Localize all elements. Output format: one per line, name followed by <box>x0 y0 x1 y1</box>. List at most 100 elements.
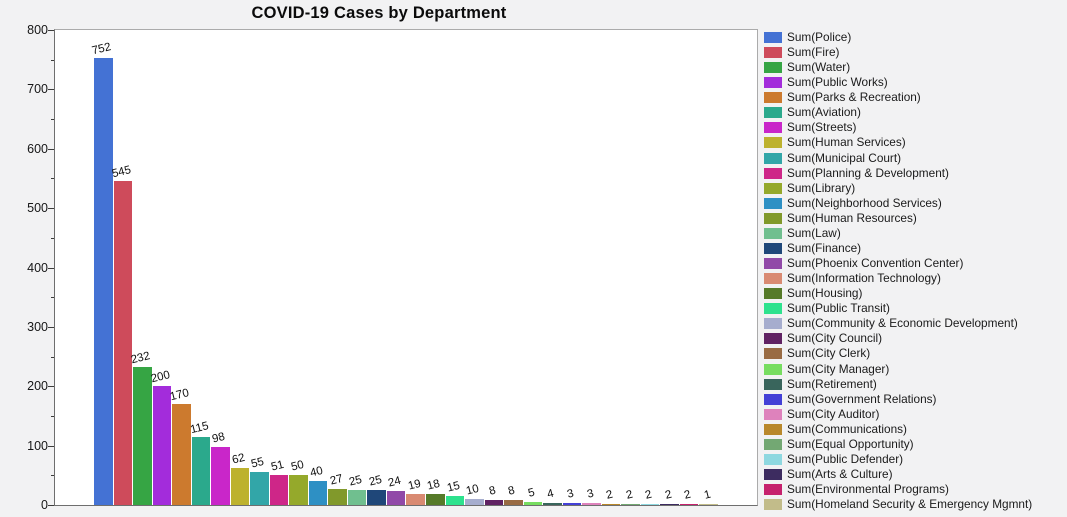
legend-swatch <box>764 62 782 73</box>
legend-label: Sum(Law) <box>787 226 841 240</box>
y-axis-minor-tick <box>51 356 54 358</box>
legend-swatch <box>764 499 782 510</box>
legend-label: Sum(Neighborhood Services) <box>787 196 942 210</box>
bar-arts-culture[interactable] <box>660 504 679 505</box>
y-axis-minor-tick <box>51 119 54 121</box>
bar-water[interactable] <box>133 367 152 505</box>
bar-value-label: 170 <box>169 387 191 404</box>
legend-label: Sum(Fire) <box>787 45 840 59</box>
bar-city-manager[interactable] <box>523 502 543 505</box>
legend-swatch <box>764 469 782 480</box>
legend-label: Sum(Environmental Programs) <box>787 482 949 496</box>
bar-community-economic-development[interactable] <box>465 499 484 505</box>
legend-label: Sum(Information Technology) <box>787 271 941 285</box>
bar-value-label: 1 <box>702 488 712 502</box>
bar-fire[interactable] <box>113 181 133 505</box>
legend-swatch <box>764 439 782 450</box>
bar-phoenix-convention-center[interactable] <box>386 491 406 505</box>
legend-label: Sum(Planning & Development) <box>787 166 949 180</box>
bar-human-resources[interactable] <box>328 489 347 505</box>
legend-label: Sum(Phoenix Convention Center) <box>787 256 964 270</box>
y-axis-major-tick <box>48 326 54 328</box>
bar-police[interactable] <box>94 58 113 505</box>
bar-housing[interactable] <box>426 494 445 505</box>
legend-label: Sum(Public Works) <box>787 75 888 89</box>
legend-label: Sum(Retirement) <box>787 377 877 391</box>
bar-city-clerk[interactable] <box>504 500 523 505</box>
bar-value-label: 3 <box>585 487 595 501</box>
bar-planning-development[interactable] <box>269 475 289 505</box>
bar-human-services[interactable] <box>230 468 250 505</box>
legend-label: Sum(City Council) <box>787 331 883 345</box>
y-axis-major-tick <box>48 386 54 388</box>
legend-label: Sum(Equal Opportunity) <box>787 437 914 451</box>
bar-value-label: 2 <box>644 488 654 502</box>
legend-swatch <box>764 333 782 344</box>
legend-swatch <box>764 424 782 435</box>
bar-value-label: 10 <box>465 482 481 498</box>
bar-value-label: 200 <box>149 369 172 386</box>
bar-streets[interactable] <box>211 447 230 505</box>
bar-public-works[interactable] <box>152 386 172 505</box>
bar-retirement[interactable] <box>543 503 562 505</box>
bar-government-relations[interactable] <box>562 503 582 505</box>
legend-swatch <box>764 394 782 405</box>
legend-swatch <box>764 198 782 209</box>
bar-value-label: 115 <box>189 420 210 437</box>
bar-value-label: 50 <box>289 458 305 474</box>
legend-label: Sum(Housing) <box>787 286 863 300</box>
legend-label: Sum(City Clerk) <box>787 346 871 360</box>
bar-value-label: 19 <box>406 477 422 493</box>
bar-value-label: 2 <box>624 488 634 502</box>
bar-library[interactable] <box>289 475 308 505</box>
bar-law[interactable] <box>347 490 367 505</box>
bar-value-label: 3 <box>565 487 576 501</box>
bar-value-label: 2 <box>683 488 693 502</box>
legend-label: Sum(Community & Economic Development) <box>787 316 1018 330</box>
legend-label: Sum(Water) <box>787 60 851 74</box>
y-axis-minor-tick <box>51 297 54 299</box>
y-axis-tick-label: 200 <box>27 379 48 394</box>
bar-public-transit[interactable] <box>445 496 465 505</box>
bar-communications[interactable] <box>601 504 621 505</box>
bar-value-label: 40 <box>308 464 325 480</box>
bar-equal-opportunity[interactable] <box>621 504 640 505</box>
bar-public-defender[interactable] <box>640 504 660 505</box>
y-axis-major-tick <box>48 30 54 31</box>
legend-swatch <box>764 92 782 103</box>
y-axis-major-tick <box>48 505 54 506</box>
bar-parks-recreation[interactable] <box>172 404 191 505</box>
bar-city-council[interactable] <box>484 500 504 505</box>
y-axis-tick-label: 0 <box>41 498 48 512</box>
bar-value-label: 8 <box>507 484 517 498</box>
bar-neighborhood-services[interactable] <box>308 481 328 505</box>
y-axis-tick-label: 300 <box>27 319 48 334</box>
bar-value-label: 4 <box>546 487 556 501</box>
y-axis-major-tick <box>48 148 54 150</box>
chart-title: COVID-19 Cases by Department <box>251 4 507 22</box>
legend-swatch <box>764 318 782 329</box>
legend-label: Sum(Homeland Security & Emergency Mgmnt) <box>787 497 1033 511</box>
legend-swatch <box>764 288 782 299</box>
bar-city-auditor[interactable] <box>582 503 601 505</box>
legend-swatch <box>764 32 782 43</box>
bar-municipal-court[interactable] <box>250 472 269 505</box>
bar-value-label: 15 <box>445 479 461 495</box>
legend-label: Sum(Human Services) <box>787 135 906 149</box>
plot-area: 752 545 232 200 170 115 98 62 55 51 50 40 27 25 25 24 19… <box>54 29 758 506</box>
bar-environmental-programs[interactable] <box>679 504 699 505</box>
bar-finance[interactable] <box>367 490 386 505</box>
y-axis-tick-label: 800 <box>27 23 48 37</box>
bar-homeland-security-emergency-mgmnt[interactable] <box>699 504 718 505</box>
bar-value-label: 25 <box>367 473 383 489</box>
bar-information-technology[interactable] <box>406 494 425 505</box>
y-axis-tick-label: 100 <box>27 438 48 453</box>
legend-swatch <box>764 379 782 390</box>
bar-value-label: 2 <box>663 488 673 502</box>
bar-aviation[interactable] <box>191 437 211 505</box>
y-axis-minor-tick <box>51 415 54 417</box>
legend-swatch <box>764 364 782 375</box>
bar-value-label: 98 <box>211 430 227 446</box>
y-axis-tick-label: 600 <box>27 141 48 156</box>
legend-label: Sum(Public Defender) <box>787 452 904 466</box>
